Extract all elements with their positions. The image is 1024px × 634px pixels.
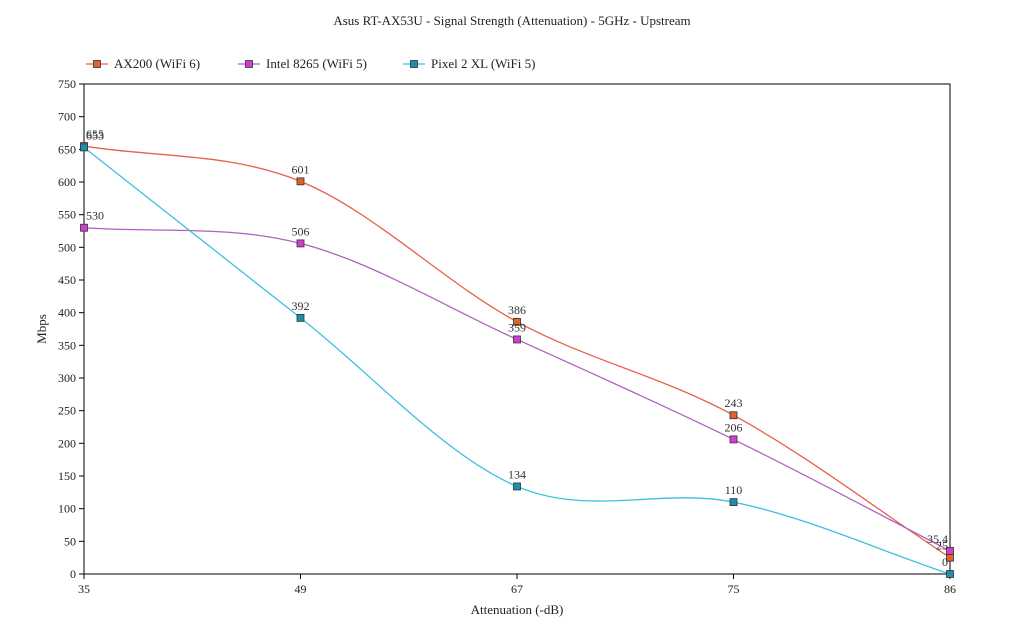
series-line	[83, 227, 951, 552]
legend: AX200 (WiFi 6) Intel 8265 (WiFi 5) Pixel 2…	[86, 56, 535, 71]
x-axis: 35 49 67 75 86	[78, 574, 956, 596]
data-label: 653	[86, 128, 104, 142]
data-point-marker	[296, 177, 305, 186]
y-tick-label: 250	[58, 404, 76, 418]
data-label: 134	[508, 467, 526, 481]
y-tick-label: 600	[58, 175, 76, 189]
series-2	[80, 223, 954, 555]
data-point-marker	[80, 223, 88, 232]
y-tick-label: 50	[64, 534, 76, 548]
data-point-marker	[513, 335, 521, 344]
data-label: 359	[508, 320, 526, 334]
x-tick-label: 67	[511, 582, 523, 596]
y-tick-label: 700	[58, 110, 76, 124]
legend-marker	[245, 60, 253, 68]
y-tick-label: 100	[58, 502, 76, 516]
series-line	[83, 146, 951, 575]
data-label: 110	[725, 483, 743, 497]
data-label: 386	[508, 303, 526, 317]
x-tick-label: 86	[944, 582, 956, 596]
data-label: 243	[725, 396, 743, 410]
legend-item-3: Pixel 2 XL (WiFi 5)	[403, 56, 535, 71]
data-point-marker	[513, 482, 521, 491]
series-1	[80, 142, 954, 562]
x-axis-label: Attenuation (-dB)	[471, 602, 564, 617]
series-line	[83, 145, 951, 559]
y-tick-label: 150	[58, 469, 76, 483]
data-label: 655	[86, 127, 104, 141]
y-tick-label: 650	[58, 142, 76, 156]
y-tick-label: 0	[70, 567, 76, 581]
data-point-marker	[296, 239, 305, 248]
data-point-marker	[729, 435, 738, 444]
data-label: 0	[942, 555, 948, 569]
legend-item-2: Intel 8265 (WiFi 5)	[238, 56, 367, 71]
data-point-marker	[946, 570, 954, 578]
legend-marker	[93, 60, 101, 68]
data-label: 35.4	[927, 532, 948, 546]
data-label: 506	[292, 224, 310, 238]
y-tick-label: 550	[58, 208, 76, 222]
data-label: 206	[725, 420, 743, 434]
data-label: 392	[292, 299, 310, 313]
legend-label: AX200 (WiFi 6)	[114, 56, 200, 71]
y-tick-label: 200	[58, 436, 76, 450]
y-tick-label: 750	[58, 77, 76, 91]
y-tick-label: 500	[58, 240, 76, 254]
data-point-marker	[729, 411, 738, 420]
series-layer	[80, 142, 954, 578]
data-point-marker	[729, 498, 738, 507]
chart-title: Asus RT-AX53U - Signal Strength (Attenua…	[333, 13, 690, 28]
x-tick-label: 75	[728, 582, 740, 596]
data-point-marker	[513, 317, 521, 326]
data-label: 25	[936, 539, 948, 553]
data-point-marker	[80, 143, 88, 152]
data-point-marker	[296, 313, 305, 322]
series-3	[80, 143, 954, 578]
legend-marker	[410, 60, 418, 68]
data-point-marker	[946, 546, 954, 555]
data-label: 601	[292, 162, 310, 176]
y-tick-label: 350	[58, 338, 76, 352]
y-tick-label: 450	[58, 273, 76, 287]
legend-item-1: AX200 (WiFi 6)	[86, 56, 200, 71]
data-labels-layer: 655 601 386 243 25 530 506 359 206 35.4 653 392 134 1…	[86, 127, 948, 569]
x-tick-label: 49	[295, 582, 307, 596]
legend-label: Intel 8265 (WiFi 5)	[266, 56, 367, 71]
y-axis-label: Mbps	[34, 314, 49, 344]
y-tick-label: 400	[58, 306, 76, 320]
x-tick-label: 35	[78, 582, 90, 596]
y-tick-label: 300	[58, 371, 76, 385]
legend-label: Pixel 2 XL (WiFi 5)	[431, 56, 535, 71]
y-axis: 0 50 100 150 200 250 300 350 400 450 500 550 600 650 7…	[58, 77, 84, 581]
data-label: 530	[86, 209, 104, 223]
